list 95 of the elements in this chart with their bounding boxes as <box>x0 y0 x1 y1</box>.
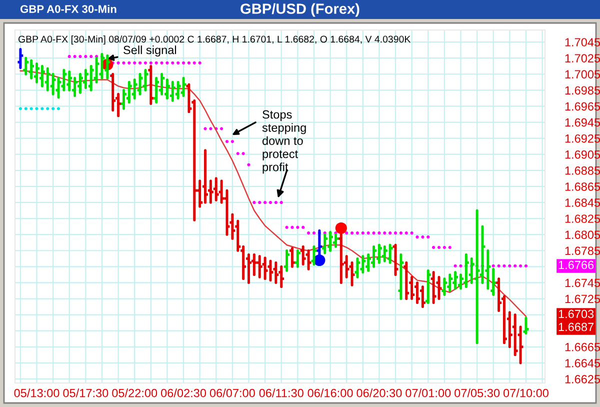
candlestick <box>266 260 274 282</box>
candlestick <box>76 72 84 94</box>
y-tick-label: 1.6665 <box>565 342 600 352</box>
candlestick <box>386 244 394 264</box>
point <box>18 107 22 110</box>
y-tick-label: 1.6825 <box>565 214 600 223</box>
text: 1.6687 <box>558 322 594 332</box>
candlestick <box>27 59 36 80</box>
y-tick-label: 1.6945 <box>565 118 600 127</box>
y-tick-label: 1.6785 <box>565 246 600 256</box>
x-tick-label: 07/01:00 <box>406 388 451 398</box>
y-tick-label: 1.7045 <box>565 38 600 46</box>
candlestick <box>522 316 530 335</box>
candlestick <box>462 253 470 288</box>
candlestick <box>353 257 362 278</box>
candlestick <box>304 249 313 270</box>
x-tick-label: 06/11:30 <box>259 388 304 398</box>
candlestick <box>418 285 427 308</box>
candlestick <box>380 245 389 262</box>
candlestick <box>430 271 438 304</box>
candlestick <box>212 177 220 202</box>
point <box>56 107 60 110</box>
x-tick-label: 06/20:30 <box>356 388 402 398</box>
candlestick <box>180 76 188 98</box>
text: 1.6703 <box>558 310 594 318</box>
candlestick <box>375 244 384 264</box>
annotation: GBP A0-FX [30-Min] 08/07/09 +0.0002 C 1.6687, H 1.6701, L 1.6682, O 1.6684, V 4.0390K <box>18 35 411 45</box>
y-tick-label: 1.6625 <box>565 375 600 384</box>
y-tick-label: 1.6745 <box>565 278 600 288</box>
point <box>35 107 38 110</box>
candlestick <box>44 67 52 92</box>
x-tick-label: 05/13:00 <box>14 388 60 398</box>
y-tick-label: 1.6925 <box>565 134 600 143</box>
x-tick-label: 07/10:00 <box>503 388 548 398</box>
candlestick <box>310 245 318 266</box>
y-tick-label: 1.6985 <box>565 86 600 95</box>
x-tick-label: 06/16:00 <box>308 388 353 398</box>
y-tick-label: 1.6885 <box>565 166 600 175</box>
candlestick <box>38 64 46 88</box>
x-tick-label: 06/07:00 <box>210 388 255 398</box>
annotation: Stops stepping down to protect profit <box>262 110 306 174</box>
point <box>40 107 44 110</box>
candlestick <box>424 269 432 304</box>
candlestick <box>440 277 448 296</box>
candlestick <box>320 233 329 254</box>
candlestick <box>484 249 492 290</box>
candlestick <box>261 256 270 280</box>
text: 1.6766 <box>558 260 594 270</box>
candlestick <box>370 245 378 268</box>
candlestick <box>16 48 24 69</box>
candlestick <box>282 249 291 272</box>
candlestick <box>146 64 155 106</box>
candlestick <box>277 265 286 288</box>
candlestick <box>392 244 400 276</box>
candlestick <box>396 253 405 300</box>
x-tick-label: 05/22:00 <box>112 388 158 398</box>
annotation: Sell signal <box>124 46 176 56</box>
y-tick-label: 1.6905 <box>565 150 600 159</box>
y-tick-label: 1.7025 <box>565 54 600 62</box>
candlestick <box>256 254 264 278</box>
point <box>46 107 50 110</box>
y-tick-label: 1.6645 <box>565 358 600 368</box>
y-tick-label: 1.6725 <box>565 294 600 304</box>
y-tick-label: 1.6865 <box>565 182 600 191</box>
candlestick <box>402 261 410 300</box>
candlestick <box>141 68 150 92</box>
point <box>30 107 33 110</box>
candlestick <box>168 80 177 102</box>
y-tick-label: 1.6965 <box>565 102 600 111</box>
candlestick <box>272 261 280 284</box>
chart-subtitle: GBP A0-FX 30-Min <box>20 4 116 13</box>
x-tick-label: 05/17:30 <box>63 388 108 398</box>
candlestick <box>451 271 460 290</box>
y-tick-label: 1.7005 <box>565 70 600 79</box>
candlestick <box>103 54 112 80</box>
point <box>52 107 55 110</box>
candlestick <box>294 249 302 268</box>
candlestick <box>446 273 454 292</box>
candlestick <box>337 233 346 284</box>
x-tick-label: 06/02:30 <box>161 388 206 398</box>
point <box>24 107 28 110</box>
candlestick <box>489 268 498 296</box>
point <box>335 222 347 234</box>
x-tick-label: 07/05:30 <box>454 388 500 398</box>
candlestick <box>288 246 296 268</box>
chart-title: GBP/USD (Forex) <box>240 3 360 17</box>
candlestick <box>22 56 30 76</box>
y-tick-label: 1.6845 <box>565 198 600 207</box>
candlestick <box>201 149 210 204</box>
candlestick <box>174 80 182 100</box>
y-tick-label: 1.6805 <box>565 230 600 239</box>
candlestick <box>136 72 144 96</box>
candlestick <box>32 62 41 84</box>
candlestick <box>332 233 340 248</box>
candlestick <box>152 76 160 104</box>
